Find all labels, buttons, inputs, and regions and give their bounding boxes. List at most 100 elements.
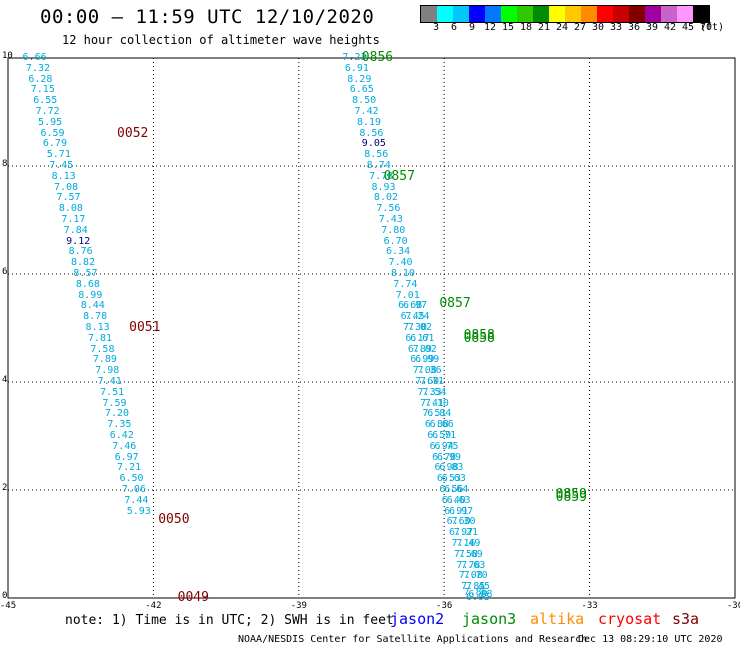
color-scale-tick-label: 42 [663, 22, 677, 33]
wave-height-label: 7.80 [381, 224, 406, 236]
wave-height-label: 7.41 [97, 376, 122, 387]
legend-entry-s3a: s3a [672, 610, 700, 628]
wave-height-label: 7.10 [424, 397, 449, 409]
wave-height-label: 8.93 [371, 181, 396, 193]
page-subtitle: 12 hour collection of altimeter wave hei… [62, 33, 380, 47]
y-axis-tick-label: 8 [2, 159, 8, 169]
wave-height-label: 6.99 [410, 354, 435, 366]
wave-height-label: 7.42 [354, 106, 379, 117]
color-scale-swatch [469, 6, 485, 22]
color-scale-tick-label: 30 [591, 22, 605, 33]
wave-height-label: 7.81 [87, 332, 113, 344]
wave-height-label: 7.41 [419, 397, 445, 409]
color-scale-swatch [485, 6, 501, 22]
wave-height-label: 8.56 [364, 149, 389, 161]
legend-entry-altika: altika [530, 610, 585, 628]
wave-height-label: 7.84 [63, 224, 88, 236]
footer-note: note: 1) Time is in UTC; 2) SWH is in fe… [65, 613, 394, 628]
wave-height-label: 6.91 [344, 62, 369, 74]
wave-height-label: 7.02 [412, 343, 437, 355]
wave-height-label: 7.86 [463, 586, 488, 598]
wave-height-label: 7.01 [395, 289, 420, 301]
wave-height-label: 6.63 [441, 473, 466, 485]
wave-height-label: 7.16 [451, 538, 476, 549]
wave-height-label: 6.75 [434, 440, 459, 452]
wave-height-label: 7.98 [95, 365, 120, 377]
wave-height-label: 8.76 [68, 246, 93, 258]
color-scale-tick-label: 36 [627, 22, 641, 33]
color-scale-swatch [517, 6, 533, 22]
wave-height-label: 6.84 [427, 408, 452, 420]
wave-height-label: 7.57 [56, 192, 81, 204]
wave-height-label: 7.51 [422, 408, 447, 420]
wave-height-label: 7.30 [403, 322, 428, 333]
pass-time-label: 0857 [383, 168, 415, 184]
y-axis-tick-label: 2 [2, 483, 8, 493]
wave-height-label: 7.85 [461, 581, 486, 593]
wave-height-label: 6.70 [383, 235, 408, 247]
wave-height-label: 7.60 [415, 376, 440, 387]
wave-height-label: 6.98 [434, 462, 459, 474]
wave-height-label: 5.95 [38, 116, 63, 128]
pass-time-label: 0857 [439, 295, 471, 311]
wave-height-label: 6.97 [114, 451, 139, 463]
wave-height-label: 6.59 [40, 127, 65, 139]
color-scale-tick-label: 24 [555, 22, 569, 33]
wave-height-label: 7.36 [417, 365, 442, 377]
wave-height-label: 8.57 [73, 268, 98, 279]
color-scale-tick-label: 21 [537, 22, 551, 33]
color-scale-swatch [421, 6, 437, 22]
wave-height-label: 7.17 [61, 214, 86, 225]
wave-height-label: 8.29 [347, 73, 372, 85]
pass-time-label: 0052 [117, 125, 149, 141]
wave-height-label: 7.45 [466, 581, 491, 593]
wave-height-label: 6.28 [28, 73, 53, 85]
color-scale-swatch [453, 6, 469, 22]
legend-entry-jason2: jason2 [390, 610, 445, 628]
color-scale-tick-label: 39 [645, 22, 659, 33]
wave-height-label: 6.97 [449, 505, 474, 517]
wave-height-label: 6.55 [33, 95, 58, 107]
wave-height-label: 8.10 [390, 268, 415, 279]
wave-height-label: 7.21 [117, 462, 142, 474]
x-axis-tick-label: -42 [145, 601, 162, 611]
color-scale-swatch [661, 6, 677, 22]
wave-height-label: 6.89 [407, 343, 432, 355]
wave-height-label: 6.88 [424, 419, 449, 431]
color-scale-bar [420, 5, 710, 23]
page-title: 00:00 – 11:59 UTC 12/10/2020 [40, 6, 375, 28]
wave-height-label: 7.58 [90, 343, 115, 355]
wave-height-label: 6.97 [449, 527, 474, 539]
wave-height-label: 7.44 [124, 494, 149, 506]
color-scale-swatch [565, 6, 581, 22]
wave-height-label: 7.20 [104, 408, 130, 420]
wave-height-label: 6.71 [432, 430, 457, 441]
color-scale-swatch [645, 6, 661, 22]
x-axis-tick-label: -30 [726, 601, 740, 611]
wave-height-label: 6.68 [398, 300, 423, 312]
wave-height-label: 6.34 [386, 246, 411, 258]
wave-height-label: 6.78 [432, 451, 457, 463]
color-scale-swatch [549, 6, 565, 22]
wave-height-label: 7.78 [456, 559, 481, 571]
legend-entry-cryosat: cryosat [598, 610, 662, 628]
wave-height-label: 6.65 [349, 84, 374, 96]
wave-height-label: 6.66 [22, 52, 47, 63]
wave-height-label: 6.95 [466, 592, 491, 603]
wave-height-label: 6.97 [403, 300, 428, 312]
legend-entry-jason3: jason3 [462, 610, 517, 628]
wave-height-label: 7.21 [453, 527, 478, 539]
color-scale-tick-label: 18 [519, 22, 533, 33]
wave-height-label: 7.89 [92, 354, 117, 366]
color-scale-tick-label: 9 [468, 22, 476, 33]
pass-time-label: 0856 [361, 50, 394, 65]
wave-height-label: 8.68 [75, 278, 100, 290]
wave-height-label: 7.24 [405, 311, 430, 323]
x-axis-tick-label: -33 [581, 601, 598, 611]
wave-height-label: 7.54 [422, 386, 447, 398]
plot-frame [7, 57, 736, 599]
wave-height-label: 6.79 [42, 138, 67, 150]
color-scale-tick-label: 15 [501, 22, 515, 33]
wave-height-label: 7.45 [49, 160, 74, 171]
